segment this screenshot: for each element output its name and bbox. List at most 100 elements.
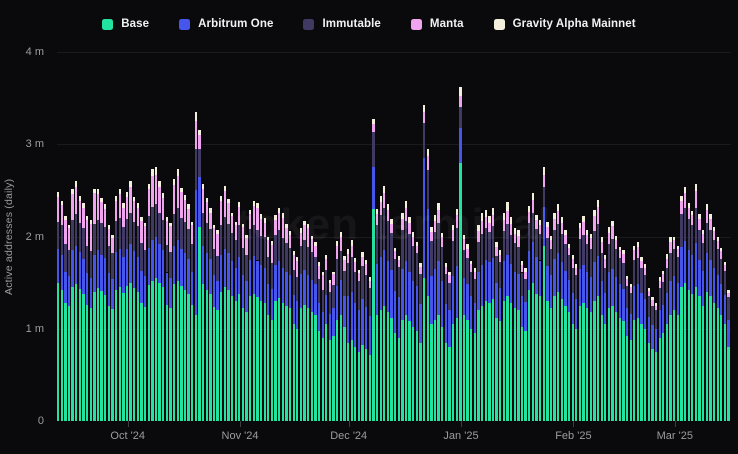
stacked-bar[interactable] [564, 52, 567, 421]
stacked-bar[interactable] [143, 52, 147, 421]
stacked-bar[interactable] [687, 52, 690, 421]
stacked-bar[interactable] [477, 52, 480, 421]
stacked-bar[interactable] [506, 52, 509, 421]
stacked-bar[interactable] [216, 52, 219, 421]
stacked-bar[interactable] [71, 52, 74, 421]
stacked-bar[interactable] [325, 52, 328, 421]
stacked-bar[interactable] [520, 52, 524, 421]
stacked-bar[interactable] [343, 52, 346, 421]
stacked-bar[interactable] [462, 52, 466, 421]
plot-area[interactable]: token terminal [57, 52, 731, 421]
stacked-bar[interactable] [636, 52, 640, 421]
stacked-bar[interactable] [281, 52, 284, 421]
stacked-bar[interactable] [198, 52, 201, 421]
stacked-bar[interactable] [346, 52, 350, 421]
stacked-bar[interactable] [600, 52, 603, 421]
stacked-bar[interactable] [412, 52, 415, 421]
stacked-bar[interactable] [651, 52, 654, 421]
stacked-bar[interactable] [133, 52, 136, 421]
stacked-bar[interactable] [499, 52, 502, 421]
stacked-bar[interactable] [709, 52, 712, 421]
stacked-bar[interactable] [705, 52, 708, 421]
stacked-bar[interactable] [75, 52, 78, 421]
stacked-bar[interactable] [191, 52, 194, 421]
stacked-bar[interactable] [307, 52, 310, 421]
stacked-bar[interactable] [593, 52, 596, 421]
stacked-bar[interactable] [354, 52, 357, 421]
stacked-bar[interactable] [633, 52, 636, 421]
stacked-bar[interactable] [528, 52, 531, 421]
stacked-bar[interactable] [60, 52, 63, 421]
stacked-bar[interactable] [694, 52, 698, 421]
stacked-bar[interactable] [383, 52, 386, 421]
stacked-bar[interactable] [394, 52, 397, 421]
stacked-bar[interactable] [448, 52, 451, 421]
stacked-bar[interactable] [698, 52, 701, 421]
stacked-bar[interactable] [571, 52, 574, 421]
stacked-bar[interactable] [654, 52, 658, 421]
stacked-bar[interactable] [187, 52, 190, 421]
stacked-bar[interactable] [578, 52, 582, 421]
stacked-bar[interactable] [201, 52, 205, 421]
stacked-bar[interactable] [488, 52, 491, 421]
stacked-bar[interactable] [183, 52, 187, 421]
stacked-bar[interactable] [67, 52, 71, 421]
stacked-bar[interactable] [147, 52, 150, 421]
stacked-bar[interactable] [390, 52, 393, 421]
stacked-bar[interactable] [473, 52, 477, 421]
stacked-bar[interactable] [607, 52, 611, 421]
stacked-bar[interactable] [484, 52, 487, 421]
stacked-bar[interactable] [169, 52, 172, 421]
stacked-bar[interactable] [303, 52, 306, 421]
stacked-bar[interactable] [375, 52, 379, 421]
stacked-bar[interactable] [136, 52, 140, 421]
stacked-bar[interactable] [365, 52, 368, 421]
stacked-bar[interactable] [433, 52, 437, 421]
stacked-bar[interactable] [535, 52, 538, 421]
stacked-bar[interactable] [441, 52, 444, 421]
stacked-bar[interactable] [368, 52, 371, 421]
stacked-bar[interactable] [332, 52, 335, 421]
stacked-bar[interactable] [640, 52, 643, 421]
stacked-bar[interactable] [125, 52, 129, 421]
stacked-bar[interactable] [162, 52, 165, 421]
stacked-bar[interactable] [288, 52, 292, 421]
stacked-bar[interactable] [339, 52, 342, 421]
stacked-bar[interactable] [151, 52, 154, 421]
stacked-bar[interactable] [78, 52, 82, 421]
stacked-bar[interactable] [259, 52, 263, 421]
stacked-bar[interactable] [723, 52, 727, 421]
stacked-bar[interactable] [317, 52, 321, 421]
stacked-bar[interactable] [379, 52, 382, 421]
stacked-bar[interactable] [430, 52, 433, 421]
stacked-bar[interactable] [629, 52, 632, 421]
stacked-bar[interactable] [451, 52, 455, 421]
stacked-bar[interactable] [314, 52, 317, 421]
stacked-bar[interactable] [249, 52, 252, 421]
stacked-bar[interactable] [209, 52, 212, 421]
stacked-bar[interactable] [691, 52, 694, 421]
stacked-bar[interactable] [165, 52, 169, 421]
stacked-bar[interactable] [459, 52, 462, 421]
stacked-bar[interactable] [104, 52, 107, 421]
stacked-bar[interactable] [274, 52, 277, 421]
stacked-bar[interactable] [419, 52, 422, 421]
stacked-bar[interactable] [542, 52, 545, 421]
stacked-bar[interactable] [611, 52, 614, 421]
stacked-bar[interactable] [415, 52, 419, 421]
stacked-bar[interactable] [89, 52, 92, 421]
stacked-bar[interactable] [111, 52, 114, 421]
stacked-bar[interactable] [538, 52, 542, 421]
stacked-bar[interactable] [212, 52, 216, 421]
stacked-bar[interactable] [336, 52, 339, 421]
stacked-bar[interactable] [129, 52, 132, 421]
stacked-bar[interactable] [470, 52, 473, 421]
stacked-bar[interactable] [502, 52, 506, 421]
stacked-bar[interactable] [567, 52, 571, 421]
stacked-bar[interactable] [455, 52, 458, 421]
stacked-bar[interactable] [361, 52, 364, 421]
stacked-bar[interactable] [205, 52, 208, 421]
stacked-bar[interactable] [386, 52, 390, 421]
stacked-bar[interactable] [582, 52, 585, 421]
stacked-bar[interactable] [647, 52, 650, 421]
